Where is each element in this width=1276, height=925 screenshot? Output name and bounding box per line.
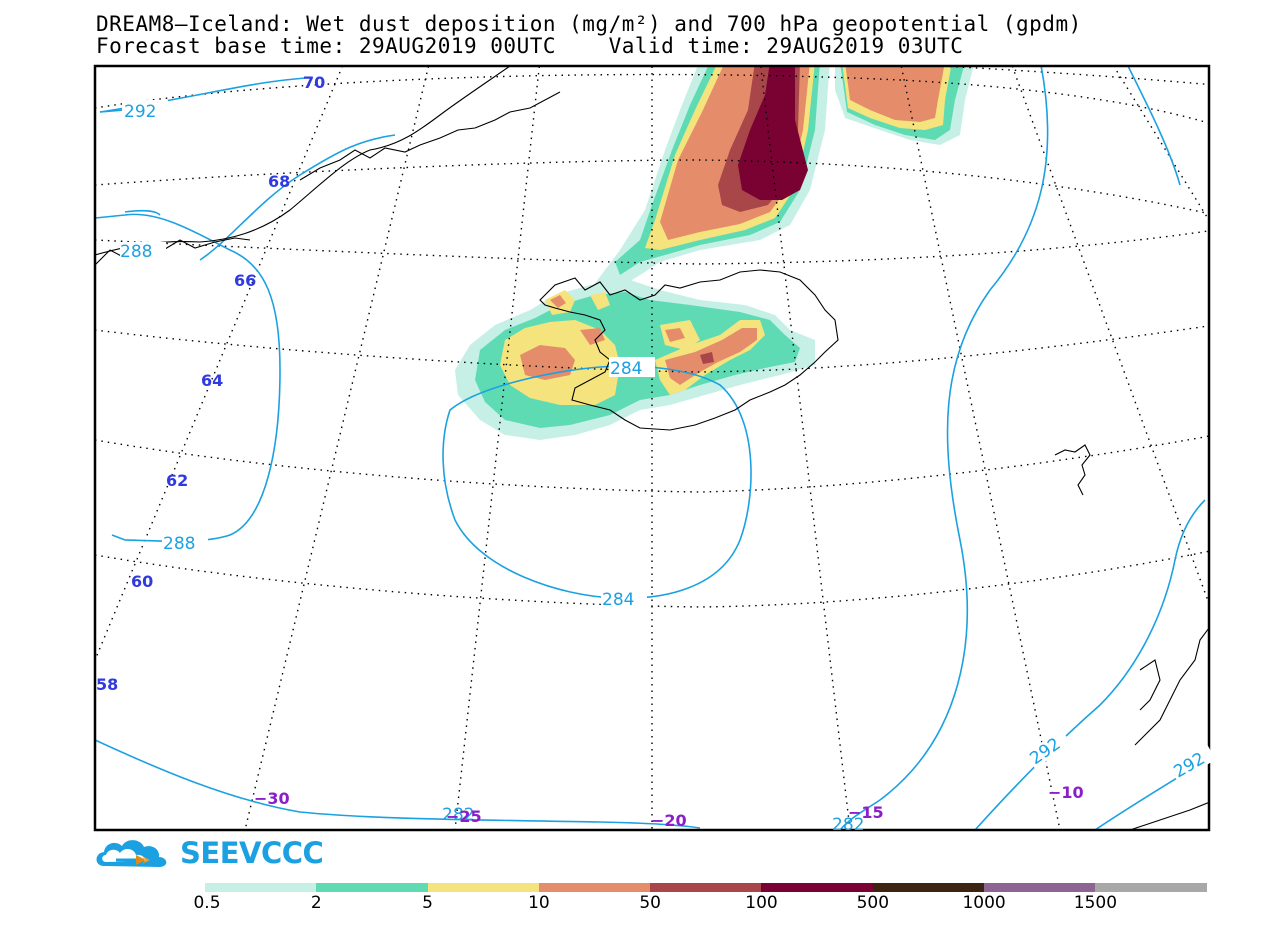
map-area [95, 66, 1209, 830]
contour-label: 288 [120, 242, 152, 262]
colorbar-label: 0.5 [193, 893, 221, 913]
colorbar-label: 10 [528, 893, 550, 913]
cloud-logo-icon [96, 840, 167, 867]
logo-text: SEEVCCC [180, 836, 324, 870]
contour-label-group: 292 288 288 284 284 282 282 292 292 [120, 100, 1216, 835]
contour-label: 284 [610, 359, 642, 379]
colorbar-label: 500 [856, 893, 890, 913]
dust-deposition-field [455, 66, 974, 440]
colorbar-bin [1095, 883, 1207, 892]
contour-label: 288 [163, 534, 195, 554]
colorbar-bin [872, 883, 985, 892]
latitude-label: 68 [268, 172, 290, 191]
longitude-label: −15 [848, 803, 884, 822]
colorbar-label: 2 [310, 893, 322, 913]
colorbar-label: 1500 [1073, 893, 1118, 913]
colorbar-bin [205, 883, 317, 892]
colorbar-bin [761, 883, 873, 892]
colorbar-bin [427, 883, 539, 892]
graticule [95, 66, 1209, 830]
contour-label: 284 [602, 590, 634, 610]
longitude-label: −25 [446, 807, 482, 826]
latitude-labels: 70 68 66 64 62 60 58 [96, 73, 325, 694]
colorbar-label: 100 [745, 893, 778, 913]
map-title: DREAM8—Iceland: Wet dust deposition (mg/… [96, 12, 1082, 36]
colorbar-label: 5 [422, 893, 434, 913]
colorbar-bin [316, 883, 428, 892]
latitude-label: 60 [131, 572, 153, 591]
longitude-label: −30 [254, 789, 290, 808]
geopotential-contours [95, 66, 1209, 830]
longitude-label: −10 [1048, 783, 1084, 802]
contour-label: 282 [442, 805, 474, 825]
colorbar-bin [984, 883, 1096, 892]
colorbar-label: 1000 [962, 893, 1006, 913]
latitude-label: 70 [303, 73, 325, 92]
colorbar [205, 883, 1207, 892]
latitude-label: 62 [166, 471, 188, 490]
latitude-label: 58 [96, 675, 118, 694]
colorbar-label: 50 [639, 893, 662, 913]
contour-label: 292 [124, 102, 156, 122]
contour-label: 282 [832, 815, 864, 835]
longitude-label: −20 [651, 811, 687, 830]
colorbar-bin [650, 883, 762, 892]
colorbar-bin [538, 883, 651, 892]
map-subtitle-times: Forecast base time: 29AUG2019 00UTC Vali… [96, 34, 964, 58]
longitude-labels: −30 −25 −20 −15 −10 [254, 783, 1084, 830]
latitude-label: 66 [234, 271, 256, 290]
coastline [95, 66, 1209, 830]
latitude-label: 64 [201, 371, 223, 390]
seevccc-logo: SEEVCCC [94, 836, 324, 872]
map-frame [93, 64, 1211, 832]
